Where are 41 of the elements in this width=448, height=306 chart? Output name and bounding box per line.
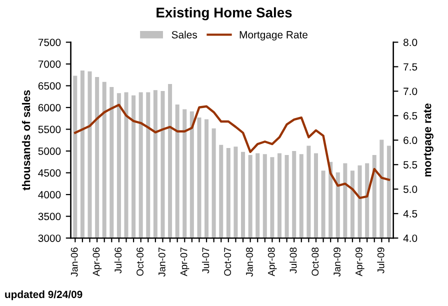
legend-label: Mortgage Rate xyxy=(240,31,308,41)
x-tick-label: Jan-08 xyxy=(246,248,253,277)
line-series xyxy=(74,104,390,200)
x-tick-label: Jan-09 xyxy=(334,248,340,277)
x-tick-label: Jan-07 xyxy=(158,248,166,277)
y-tick-label: 4500 xyxy=(38,169,61,177)
x-tick-label: Jul-07 xyxy=(202,248,210,274)
x-tick-label: Jul-08 xyxy=(290,248,297,274)
y2-tick-label: 4.5 xyxy=(403,210,418,218)
y2-tick-label: 5.5 xyxy=(403,161,418,169)
y-tick-label: 5000 xyxy=(38,148,61,155)
y-axis-title: thousands of sales xyxy=(22,90,30,190)
legend-label: Sales xyxy=(172,30,197,38)
y2-tick-label: 4.0 xyxy=(403,234,418,242)
y2-tick-label: 7.5 xyxy=(404,63,418,71)
y-tick-label: 3000 xyxy=(38,234,61,242)
y-tick-label: 6000 xyxy=(38,104,61,112)
x-tick-label: Jul-06 xyxy=(114,248,122,274)
y-tick-label: 7000 xyxy=(38,60,61,68)
y2-tick-label: 6.5 xyxy=(404,112,418,120)
chart-title: Existing Home Sales xyxy=(156,7,292,20)
y-tick-label: 4000 xyxy=(38,191,61,198)
y-tick-label: 7500 xyxy=(38,38,61,46)
x-tick-label: Oct-06 xyxy=(136,248,144,276)
y-tick-label: 3500 xyxy=(38,212,61,220)
x-tick-label: Jul-09 xyxy=(377,248,384,274)
x-tick-label: Apr-09 xyxy=(356,248,364,276)
x-tick-label: Jan-06 xyxy=(70,248,78,277)
x-tick-label: Apr-08 xyxy=(268,248,277,276)
y-tick-label: 5500 xyxy=(38,126,61,134)
text: updated 9/24/09 xyxy=(5,290,82,300)
x-tick-label: Oct-07 xyxy=(224,248,232,276)
x-tick-label: Apr-06 xyxy=(92,248,102,276)
y2-tick-label: 7.0 xyxy=(404,88,418,96)
y2-tick-label: 6.0 xyxy=(404,136,418,144)
x-tick-label: Oct-08 xyxy=(312,248,319,276)
y2-tick-label: 5.0 xyxy=(403,186,418,193)
y-tick-label: 6500 xyxy=(38,82,61,90)
y2-tick-label: 8.0 xyxy=(404,38,418,46)
x-tick-label: Apr-07 xyxy=(180,248,190,276)
y2-axis-title: mortgage rate xyxy=(424,103,434,176)
